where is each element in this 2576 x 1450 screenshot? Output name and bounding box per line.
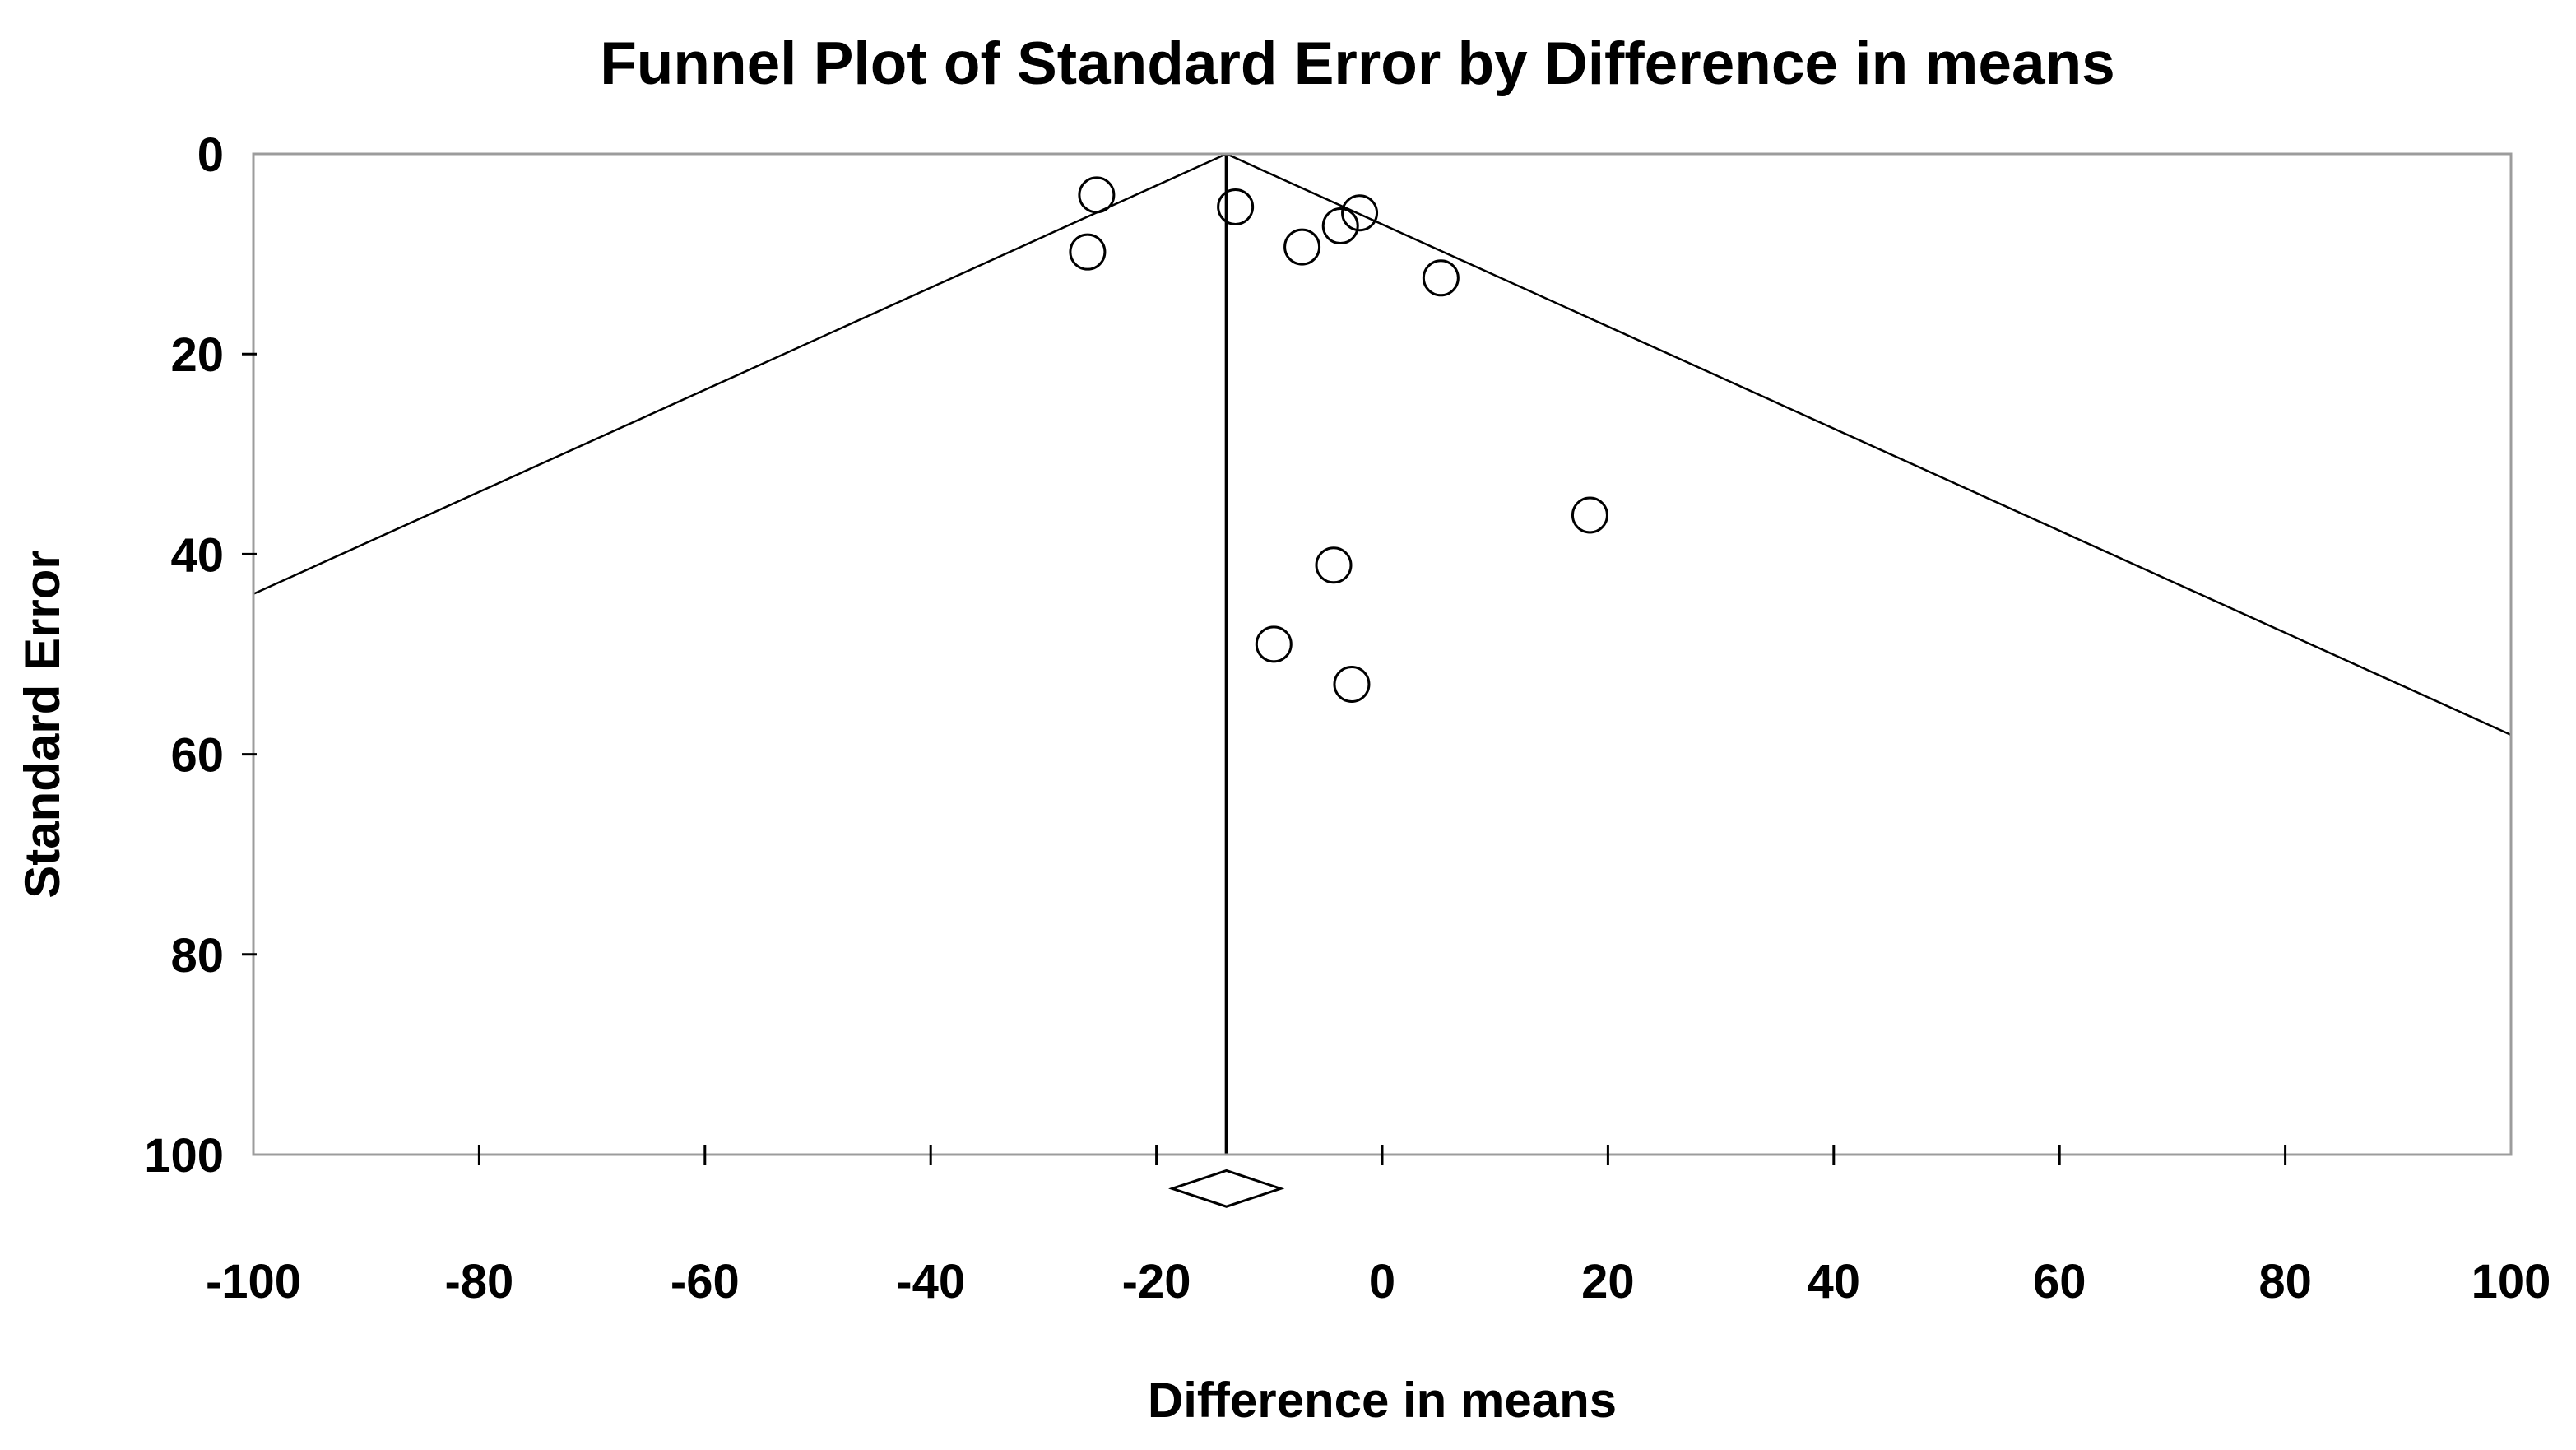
chart-title: Funnel Plot of Standard Error by Differe…: [600, 30, 2115, 97]
study-point-circle: [1422, 259, 1460, 297]
plot-border: [252, 152, 2513, 1156]
study-points-group: [1069, 176, 1608, 703]
summary-diamond-group: [1168, 1169, 1285, 1208]
study-point-circle: [1255, 625, 1293, 663]
funnel-left-limit-line: [253, 152, 1228, 595]
study-point-circle: [1571, 496, 1608, 534]
funnel-lines-group: [253, 152, 2512, 1155]
x-tick-label: 80: [2258, 1255, 2312, 1308]
x-tick-label: 20: [1581, 1255, 1635, 1308]
y-tick-label: 0: [197, 128, 224, 182]
summary-diamond: [1168, 1169, 1285, 1208]
x-tick-label: -40: [896, 1255, 965, 1308]
study-point-circle: [1315, 546, 1353, 584]
study-point-circle: [1321, 207, 1359, 245]
x-tick-label: -60: [671, 1255, 740, 1308]
y-axis-title: Standard Error: [15, 550, 70, 898]
axis-ticks-group: -100 -80 -60 -40 -20 0 20 40 60 80 100 0 20 40 60 80 100: [144, 128, 2550, 1308]
y-tick-label: 60: [170, 729, 224, 783]
x-tick-label: -80: [444, 1255, 513, 1308]
study-point-circle: [1078, 176, 1116, 214]
x-axis-title: Difference in means: [1148, 1373, 1617, 1428]
x-tick-label: -100: [206, 1255, 301, 1308]
x-tick-label: 60: [2033, 1255, 2086, 1308]
y-tick-label: 20: [170, 328, 224, 382]
y-tick-label: 40: [170, 528, 224, 582]
study-point-circle: [1283, 228, 1321, 266]
x-tick-label: 40: [1808, 1255, 1861, 1308]
study-point-circle: [1333, 665, 1371, 703]
y-tick-label: 100: [144, 1129, 224, 1183]
funnel-right-limit-line: [1226, 152, 2512, 737]
y-tick-label: 80: [170, 929, 224, 983]
study-point-circle: [1217, 188, 1255, 225]
x-tick-label: 0: [1369, 1255, 1395, 1308]
plot-border-group: [252, 152, 2513, 1156]
study-point-circle: [1341, 194, 1379, 232]
study-point-circle: [1069, 233, 1107, 271]
x-tick-label: 100: [2472, 1255, 2551, 1308]
x-tick-label: -20: [1122, 1255, 1191, 1308]
